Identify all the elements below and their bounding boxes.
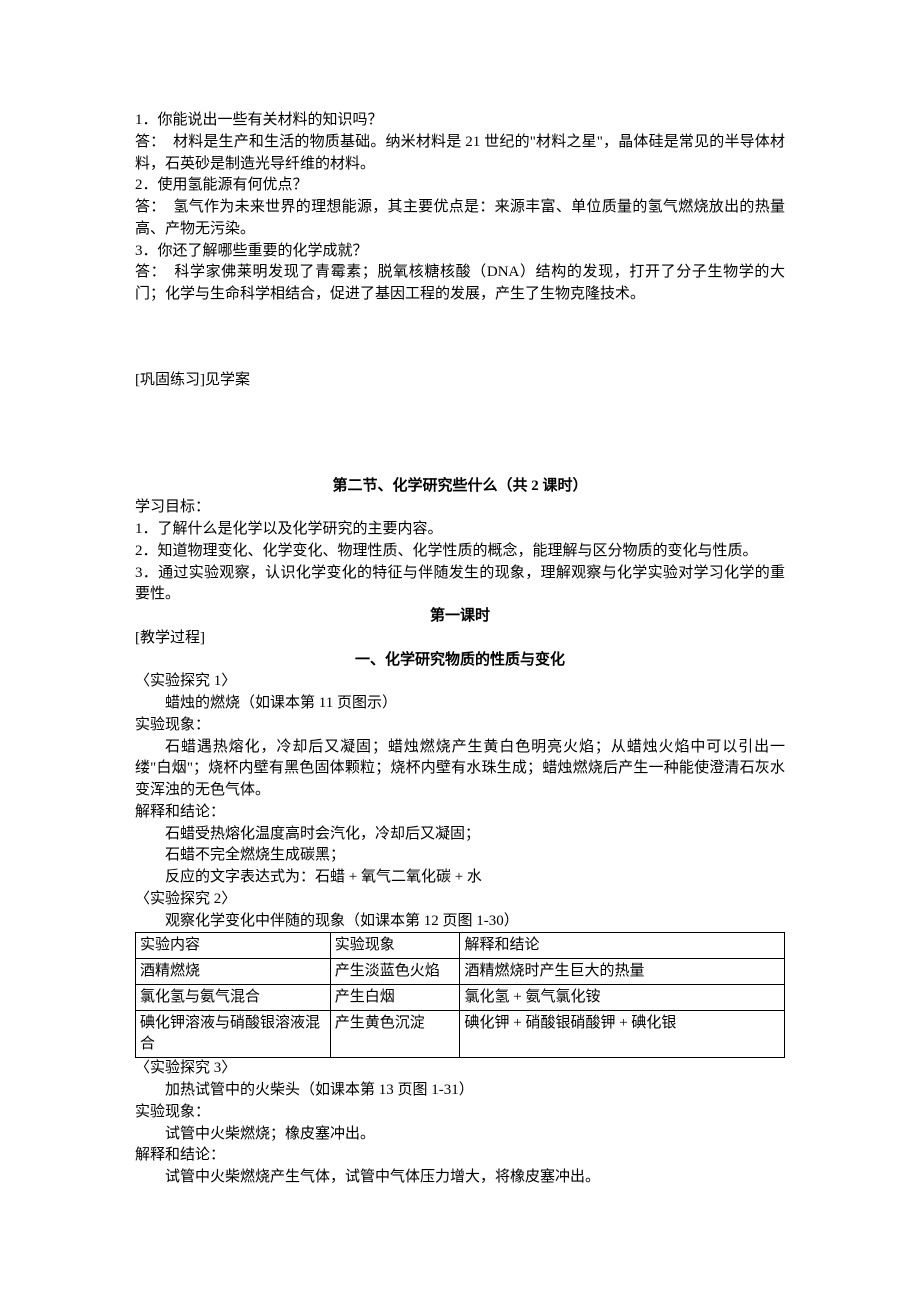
table-cell: 氯化氢 + 氨气氯化铵: [460, 985, 785, 1011]
page-body: 1．你能说出一些有关材料的知识吗？ 答： 材料是生产和生活的物质基础。纳米材料是…: [0, 0, 920, 1249]
section-2-title: 第二节、化学研究些什么（共 2 课时）: [135, 476, 785, 498]
exp1-expl2: 石蜡不完全燃烧生成碳黑；: [135, 845, 785, 867]
table-header-cell: 实验内容: [136, 933, 331, 959]
experiment-table: 实验内容 实验现象 解释和结论 酒精燃烧 产生淡蓝色火焰 酒精燃烧时产生巨大的热…: [135, 932, 785, 1058]
exp1-expl1: 石蜡受热熔化温度高时会汽化，冷却后又凝固；: [135, 824, 785, 846]
table-header-cell: 实验现象: [330, 933, 460, 959]
answer-1: 答： 材料是生产和生活的物质基础。纳米材料是 21 世纪的"材料之星"，晶体硅是…: [135, 132, 785, 176]
exp3-expl: 试管中火柴燃烧产生气体，试管中气体压力增大，将橡皮塞冲出。: [135, 1167, 785, 1189]
table-cell: 酒精燃烧: [136, 959, 331, 985]
exp1-phen-label: 实验现象：: [135, 715, 785, 737]
lesson-1-label: 第一课时: [135, 606, 785, 628]
goals-label: 学习目标：: [135, 497, 785, 519]
table-row: 氯化氢与氨气混合 产生白烟 氯化氢 + 氨气氯化铵: [136, 985, 785, 1011]
exp1-label: 〈实验探究 1〉: [135, 671, 785, 693]
table-cell: 产生淡蓝色火焰: [330, 959, 460, 985]
table-cell: 产生白烟: [330, 985, 460, 1011]
exp1-phen: 石蜡遇热熔化，冷却后又凝固；蜡烛燃烧产生黄白色明亮火焰；从蜡烛火焰中可以引出一缕…: [135, 737, 785, 802]
exp2-line1: 观察化学变化中伴随的现象（如课本第 12 页图 1-30）: [135, 911, 785, 933]
exp3-phen: 试管中火柴燃烧；橡皮塞冲出。: [135, 1124, 785, 1146]
goal-3: 3．通过实验观察，认识化学变化的特征与伴随发生的现象，理解观察与化学实验对学习化…: [135, 563, 785, 607]
exp3-label: 〈实验探究 3〉: [135, 1058, 785, 1080]
exp1-line1: 蜡烛的燃烧（如课本第 11 页图示）: [135, 693, 785, 715]
table-row: 酒精燃烧 产生淡蓝色火焰 酒精燃烧时产生巨大的热量: [136, 959, 785, 985]
goal-1: 1．了解什么是化学以及化学研究的主要内容。: [135, 519, 785, 541]
table-cell: 酒精燃烧时产生巨大的热量: [460, 959, 785, 985]
spacer: [135, 392, 785, 456]
spacer: [135, 456, 785, 476]
answer-2: 答： 氢气作为未来世界的理想能源，其主要优点是：来源丰富、单位质量的氢气燃烧放出…: [135, 197, 785, 241]
goal-2: 2．知道物理变化、化学变化、物理性质、化学性质的概念，能理解与区分物质的变化与性…: [135, 541, 785, 563]
part-1-title: 一、化学研究物质的性质与变化: [135, 650, 785, 672]
exp2-label: 〈实验探究 2〉: [135, 889, 785, 911]
table-cell: 氯化氢与氨气混合: [136, 985, 331, 1011]
question-1: 1．你能说出一些有关材料的知识吗？: [135, 110, 785, 132]
exp3-expl-label: 解释和结论：: [135, 1145, 785, 1167]
practice-note: [巩固练习]见学案: [135, 370, 785, 392]
table-row: 碘化钾溶液与硝酸银溶液混合 产生黄色沉淀 碘化钾 + 硝酸银硝酸钾 + 碘化银: [136, 1011, 785, 1058]
question-3: 3．你还了解哪些重要的化学成就？: [135, 241, 785, 263]
table-header-cell: 解释和结论: [460, 933, 785, 959]
answer-3: 答： 科学家佛莱明发现了青霉素；脱氧核糖核酸（DNA）结构的发现，打开了分子生物…: [135, 262, 785, 306]
table-cell: 碘化钾溶液与硝酸银溶液混合: [136, 1011, 331, 1058]
teach-label: [教学过程]: [135, 628, 785, 650]
exp3-phen-label: 实验现象：: [135, 1102, 785, 1124]
exp1-expl-label: 解释和结论：: [135, 802, 785, 824]
table-cell: 碘化钾 + 硝酸银硝酸钾 + 碘化银: [460, 1011, 785, 1058]
exp1-expl3: 反应的文字表达式为：石蜡 + 氧气二氧化碳 + 水: [135, 867, 785, 889]
exp3-line1: 加热试管中的火柴头（如课本第 13 页图 1-31）: [135, 1080, 785, 1102]
table-cell: 产生黄色沉淀: [330, 1011, 460, 1058]
table-row: 实验内容 实验现象 解释和结论: [136, 933, 785, 959]
question-2: 2．使用氢能源有何优点？: [135, 175, 785, 197]
spacer: [135, 306, 785, 370]
